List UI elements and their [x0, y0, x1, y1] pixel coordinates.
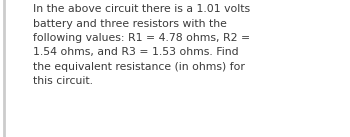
Text: In the above circuit there is a 1.01 volts
battery and three resistors with the
: In the above circuit there is a 1.01 vol…	[33, 4, 250, 86]
